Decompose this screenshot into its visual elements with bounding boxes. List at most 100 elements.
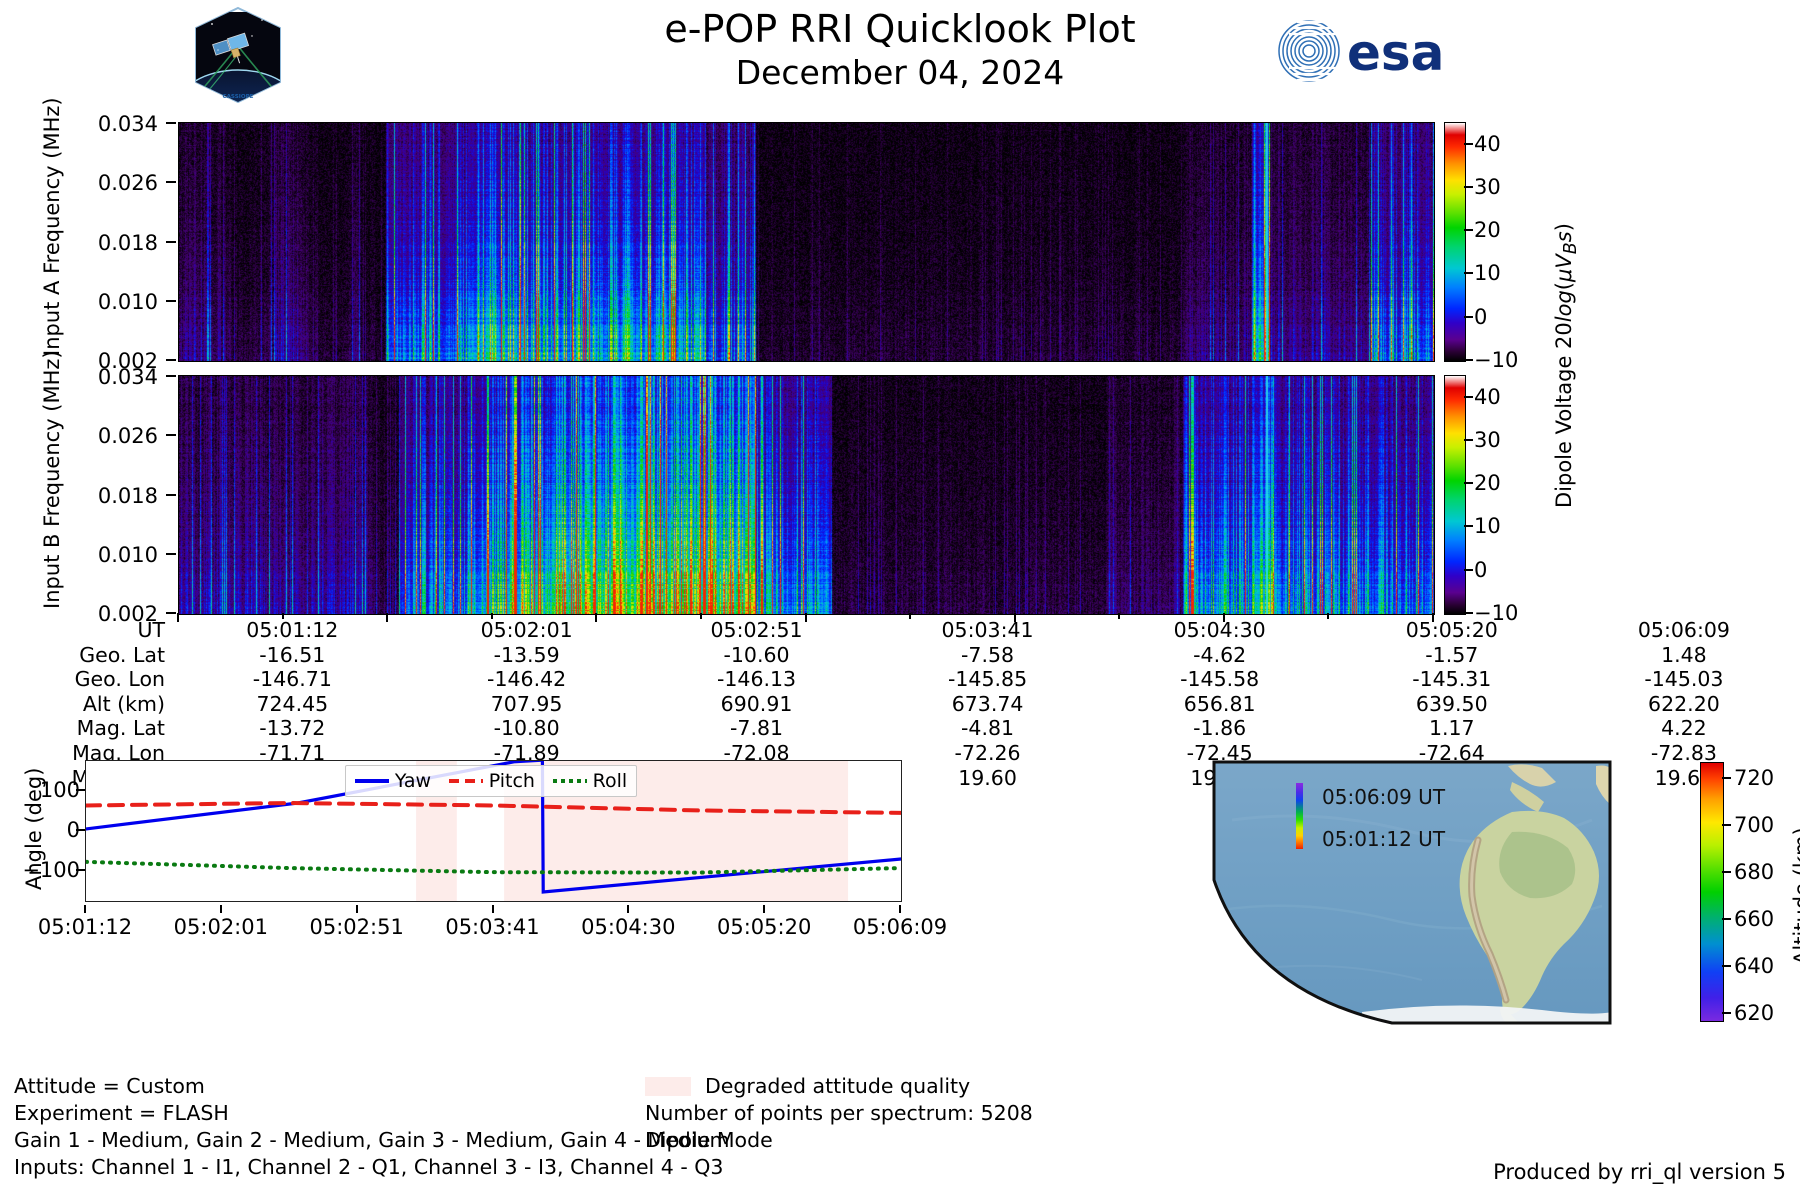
- colorbar-tick-label: 40: [1474, 131, 1501, 156]
- spec-a-tick-0010-mark: [166, 300, 176, 302]
- legend-entry-roll: Roll: [552, 770, 627, 792]
- spectrogram-a-ylabel: Input A Frequency (MHz): [40, 97, 64, 356]
- colorbar-tick-mark: [1464, 568, 1473, 571]
- page-subtitle: December 04, 2024: [735, 53, 1065, 92]
- colorbar-tick-mark: [1464, 438, 1473, 441]
- colorbar-tick-label: 0: [1474, 557, 1488, 582]
- spectrogram-b-minor-xtick: [1327, 613, 1330, 619]
- table-cell: -72.83: [1650, 740, 1717, 765]
- table-cell: -146.13: [716, 667, 797, 692]
- colorbar-tick-label: 20: [1474, 218, 1501, 243]
- spec-b-tick-0034-mark: [166, 375, 176, 377]
- esa-logo: esa: [1275, 18, 1475, 84]
- attitude-xtick-label: 05:06:09: [852, 915, 948, 939]
- altitude-colorbar-tick-label: 700: [1734, 813, 1775, 838]
- altitude-colorbar-tick-label: 720: [1734, 766, 1775, 791]
- table-cell: -4.62: [1193, 642, 1247, 667]
- attitude-ytick-0: 0: [66, 818, 80, 842]
- colorbar-tick-label: −10: [1474, 601, 1519, 625]
- spectrogram-a-colorbar-ticks: 40 30 20 10 0 −10: [1444, 122, 1564, 372]
- cassiope-logo-caption: CASSIOPE: [223, 94, 254, 100]
- table-row-label: UT: [137, 618, 165, 642]
- table-row: UT 05:01:12 05:02:01 05:02:51 05:03:41 05:04:…: [0, 618, 1800, 643]
- attitude-xtick-label: 05:04:30: [581, 915, 676, 939]
- esa-logo-wordmark: esa: [1347, 24, 1444, 82]
- colorbar-tick-mark: [1464, 612, 1473, 614]
- attitude-ytick-minus100: −100: [22, 858, 80, 882]
- table-cell: 656.81: [1183, 691, 1256, 716]
- colorbar-tick-mark: [1464, 229, 1473, 232]
- satellite-ground-track: [1296, 783, 1303, 849]
- spectrogram-b-major-xtick: [386, 613, 389, 622]
- attitude-series-yaw: [86, 761, 901, 894]
- table-cell: -145.58: [1180, 667, 1260, 692]
- altitude-colorbar-tick-label: 680: [1734, 860, 1775, 885]
- colorbar-tick-mark: [1464, 272, 1473, 275]
- table-cell: -72.26: [954, 740, 1021, 765]
- attitude-xtick-mark: [627, 905, 630, 913]
- altitude-colorbar-gradient: [1701, 763, 1723, 1021]
- degraded-quality-legend: Degraded attitude quality: [645, 1073, 1033, 1100]
- attitude-xtick-mark: [763, 905, 766, 913]
- table-cell: 673.74: [951, 691, 1024, 716]
- table-row: Geo. Lat -16.51 -13.59 -10.60 -7.58 -4.62 -1.5…: [0, 643, 1800, 668]
- spec-a-ytick-0026: 0.026: [97, 171, 158, 195]
- table-cell: 05:02:01: [480, 618, 573, 642]
- ground-track-map[interactable]: [1212, 760, 1612, 1025]
- table-cell: 05:06:09: [1637, 618, 1730, 642]
- spectrogram-b-major-xtick: [177, 613, 179, 622]
- table-cell: -10.60: [723, 642, 790, 667]
- colorbar-tick-label: 30: [1474, 427, 1501, 452]
- attitude-series-pitch: [86, 800, 901, 815]
- attitude-ytick-minus100-mark: [76, 869, 85, 871]
- spectrogram-b-colorbar-ticks: 40 30 20 10 0 −10: [1444, 375, 1564, 625]
- spectrogram-b-minor-xtick: [490, 613, 493, 619]
- table-cell: 05:04:30: [1173, 618, 1266, 642]
- spec-a-tick-0002-mark: [166, 359, 176, 361]
- colorbar-tick-label: 0: [1474, 304, 1488, 329]
- altitude-colorbar-tick-mark: [1722, 777, 1731, 780]
- altitude-colorbar-tick-mark: [1722, 965, 1731, 968]
- table-cell: -7.81: [730, 716, 784, 741]
- table-cell: -145.03: [1644, 667, 1724, 692]
- table-cell: 05:02:51: [710, 618, 803, 642]
- spec-b-ytick-0026: 0.026: [97, 424, 158, 448]
- table-cell: 05:05:20: [1405, 618, 1498, 642]
- table-cell: -4.81: [961, 716, 1015, 741]
- attitude-ytick-100: 100: [39, 778, 80, 802]
- altitude-colorbar-tick-mark: [1722, 871, 1731, 874]
- attitude-xtick-label: 05:03:41: [445, 915, 540, 939]
- colorbar-tick-mark: [1464, 185, 1473, 188]
- colorbar-axis-label: Dipole Voltage 20log(μVBs): [1552, 223, 1582, 508]
- spectrogram-panel-input-b[interactable]: [178, 375, 1435, 615]
- footer-gain-line: Gain 1 - Medium, Gain 2 - Medium, Gain 3…: [14, 1128, 730, 1152]
- altitude-colorbar-tick-label: 640: [1734, 954, 1775, 979]
- spec-b-tick-0002-mark: [166, 612, 176, 614]
- attitude-xtick-label: 05:02:01: [173, 915, 268, 939]
- attitude-plot-legend: Yaw Pitch Roll: [345, 765, 637, 797]
- spectrogram-panel-input-a[interactable]: [178, 122, 1435, 362]
- spec-a-ytick-0034: 0.034: [97, 112, 158, 136]
- legend-swatch-pitch: [448, 779, 483, 783]
- colorbar-tick-label: 10: [1474, 261, 1501, 286]
- attitude-plot-xticks: 05:01:12 05:02:01 05:02:51 05:03:41 05:04:30…: [0, 905, 1000, 945]
- colorbar-tick-label: 10: [1474, 514, 1501, 539]
- legend-swatch-yaw: [354, 779, 389, 783]
- degraded-quality-label: Degraded attitude quality: [705, 1074, 971, 1098]
- table-cell: -1.57: [1425, 642, 1479, 667]
- altitude-colorbar-axis-label: Altitude (km): [1790, 827, 1800, 965]
- table-cell: -146.42: [487, 667, 567, 692]
- produced-by-text: Produced by rri_ql version 5: [1493, 1160, 1786, 1184]
- footer-middle-block: Degraded attitude quality Number of poin…: [645, 1073, 1033, 1154]
- footer-inputs-line: Inputs: Channel 1 - I1, Channel 2 - Q1, …: [14, 1155, 724, 1179]
- table-cell: -145.31: [1412, 667, 1492, 692]
- table-row-label: Geo. Lat: [79, 642, 165, 667]
- table-cell: -13.59: [493, 642, 560, 667]
- footer-points-line: Number of points per spectrum: 5208: [645, 1101, 1033, 1125]
- attitude-xtick-mark: [899, 905, 901, 913]
- attitude-xtick-mark: [219, 905, 222, 913]
- spectrogram-b-major-xtick: [1432, 613, 1434, 622]
- spectrogram-a-colorbar: [1444, 122, 1466, 362]
- spectrogram-b-minor-xtick: [1118, 613, 1121, 619]
- table-cell: 690.91: [720, 691, 793, 716]
